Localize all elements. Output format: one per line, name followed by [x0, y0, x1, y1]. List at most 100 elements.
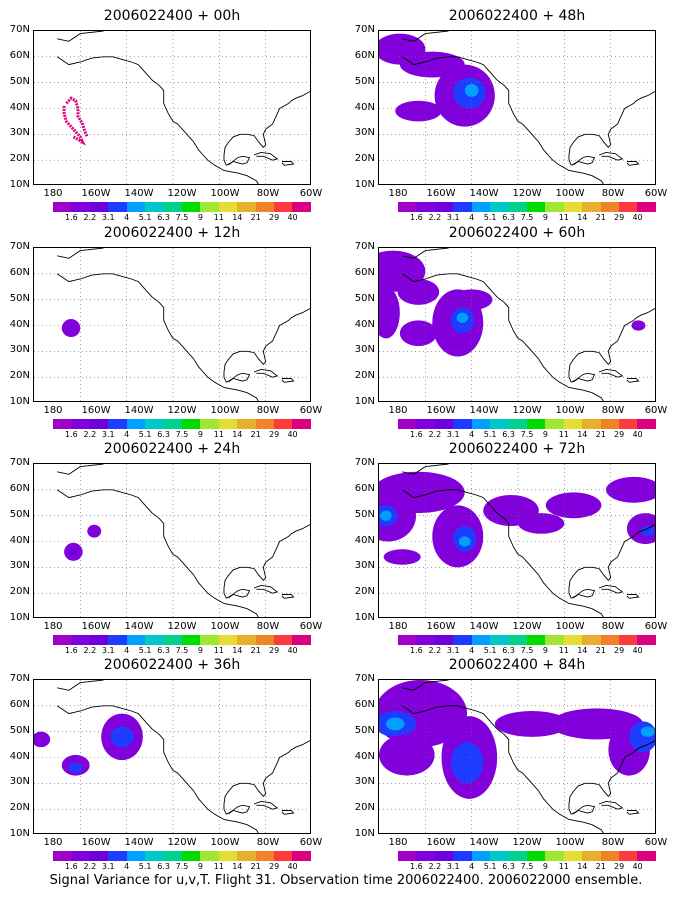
colorbar: [53, 202, 311, 212]
longitude-tick-label: 160W: [81, 621, 111, 632]
colorbar-swatch: [563, 202, 583, 212]
latitude-tick-label: 30N: [9, 560, 30, 572]
map-svg: [379, 248, 655, 401]
longitude-tick-label: 100W: [555, 188, 585, 199]
longitude-tick-label: 160W: [81, 837, 111, 848]
colorbar-label: 29: [614, 862, 625, 871]
longitude-tick-label: 80W: [601, 188, 625, 199]
colorbar-swatch: [89, 851, 109, 861]
coastline: [56, 489, 259, 617]
colorbar-swatch: [619, 851, 638, 861]
colorbar-label: 3.1: [101, 213, 115, 222]
panel-title: 2006022400 + 72h: [448, 441, 586, 457]
colorbar-label: 11: [558, 430, 569, 439]
colorbar-swatch: [145, 202, 164, 212]
colorbar-label: 11: [213, 213, 224, 222]
coastline: [253, 151, 279, 161]
latitude-tick-label: 20N: [354, 802, 375, 814]
colorbar-label: 1.6: [65, 430, 78, 439]
latitude-tick-label: 60N: [9, 482, 30, 494]
colorbar-label: 40: [632, 862, 643, 871]
colorbar-label: 21: [595, 213, 606, 222]
colorbar-label: 29: [269, 213, 280, 222]
colorbar-label: 21: [595, 646, 606, 655]
colorbar-label: 21: [250, 430, 261, 439]
colorbar-swatch: [292, 202, 311, 212]
longitude-tick-label: 100W: [210, 188, 240, 199]
longitude-tick-label: 120W: [512, 188, 542, 199]
colorbar-swatch: [53, 851, 72, 861]
coastline: [281, 594, 295, 599]
longitude-tick-label: 120W: [167, 837, 197, 848]
longitude-tick-label: 140W: [469, 405, 499, 416]
coastline: [402, 680, 449, 691]
longitude-tick-label: 140W: [124, 837, 154, 848]
longitude-tick-label: 60W: [644, 837, 668, 848]
colorbar-swatch: [490, 635, 509, 645]
variance-contour: [640, 526, 655, 537]
colorbar-swatch: [490, 851, 509, 861]
colorbar-label: 4: [469, 862, 475, 871]
colorbar-swatch: [126, 202, 146, 212]
map-svg: [379, 464, 655, 617]
colorbar-label: 14: [577, 430, 588, 439]
variance-contour: [61, 319, 81, 338]
colorbar-swatch: [582, 202, 601, 212]
colorbar-label: 7.5: [175, 430, 189, 439]
coastline: [402, 248, 449, 259]
coastline: [568, 524, 655, 599]
latitude-tick-label: 10N: [9, 612, 30, 623]
coastline: [57, 680, 104, 691]
map-svg: [34, 680, 310, 833]
latitude-tick-label: 20N: [354, 586, 375, 598]
colorbar-swatch: [53, 202, 72, 212]
colorbar-label: 3.1: [446, 213, 460, 222]
colorbar-swatch: [145, 635, 164, 645]
map-area: [378, 463, 656, 618]
colorbar-label: 9: [542, 213, 548, 222]
colorbar-label: 29: [269, 646, 280, 655]
longitude-tick-label: 80W: [601, 621, 625, 632]
colorbar: [53, 419, 311, 429]
colorbar-label: 40: [632, 213, 643, 222]
coastline: [401, 273, 604, 401]
colorbar-swatch: [471, 202, 491, 212]
latitude-tick-label: 60N: [354, 482, 375, 494]
colorbar-swatch: [163, 851, 182, 861]
colorbar-label: 2.2: [83, 213, 97, 222]
longitude-tick-label: 140W: [124, 621, 154, 632]
coastline: [568, 91, 655, 166]
colorbar-label: 3.1: [101, 862, 115, 871]
longitude-tick-label: 80W: [601, 837, 625, 848]
colorbar: [398, 635, 656, 645]
coastline: [401, 56, 604, 184]
colorbar-swatch: [274, 635, 293, 645]
coastline: [223, 740, 310, 815]
colorbar-swatch: [471, 419, 491, 429]
colorbar-swatch: [434, 419, 454, 429]
colorbar-label: 2.2: [83, 430, 97, 439]
colorbar-swatch: [126, 851, 146, 861]
colorbar-swatch: [490, 202, 509, 212]
colorbar-swatch: [71, 419, 90, 429]
colorbar-label: 6.3: [157, 646, 170, 655]
colorbar-label: 14: [577, 646, 588, 655]
coastline: [223, 91, 310, 166]
colorbar-label: 1.6: [65, 213, 78, 222]
colorbar-label: 7.5: [520, 213, 534, 222]
variance-contour: [399, 320, 437, 347]
colorbar-swatch: [416, 202, 435, 212]
variance-contour: [456, 312, 469, 323]
colorbar-swatch: [237, 202, 256, 212]
colorbar-label: 11: [558, 646, 569, 655]
latitude-tick-label: 40N: [9, 534, 30, 546]
colorbar-swatch: [563, 419, 583, 429]
colorbar-swatch: [600, 635, 620, 645]
coastline: [253, 584, 279, 594]
colorbar-label: 21: [595, 430, 606, 439]
colorbar-swatch: [600, 202, 620, 212]
colorbar-label: 9: [197, 213, 203, 222]
coastline: [598, 584, 624, 594]
latitude-tick-label: 20N: [9, 586, 30, 598]
colorbar-label: 3.1: [101, 646, 115, 655]
